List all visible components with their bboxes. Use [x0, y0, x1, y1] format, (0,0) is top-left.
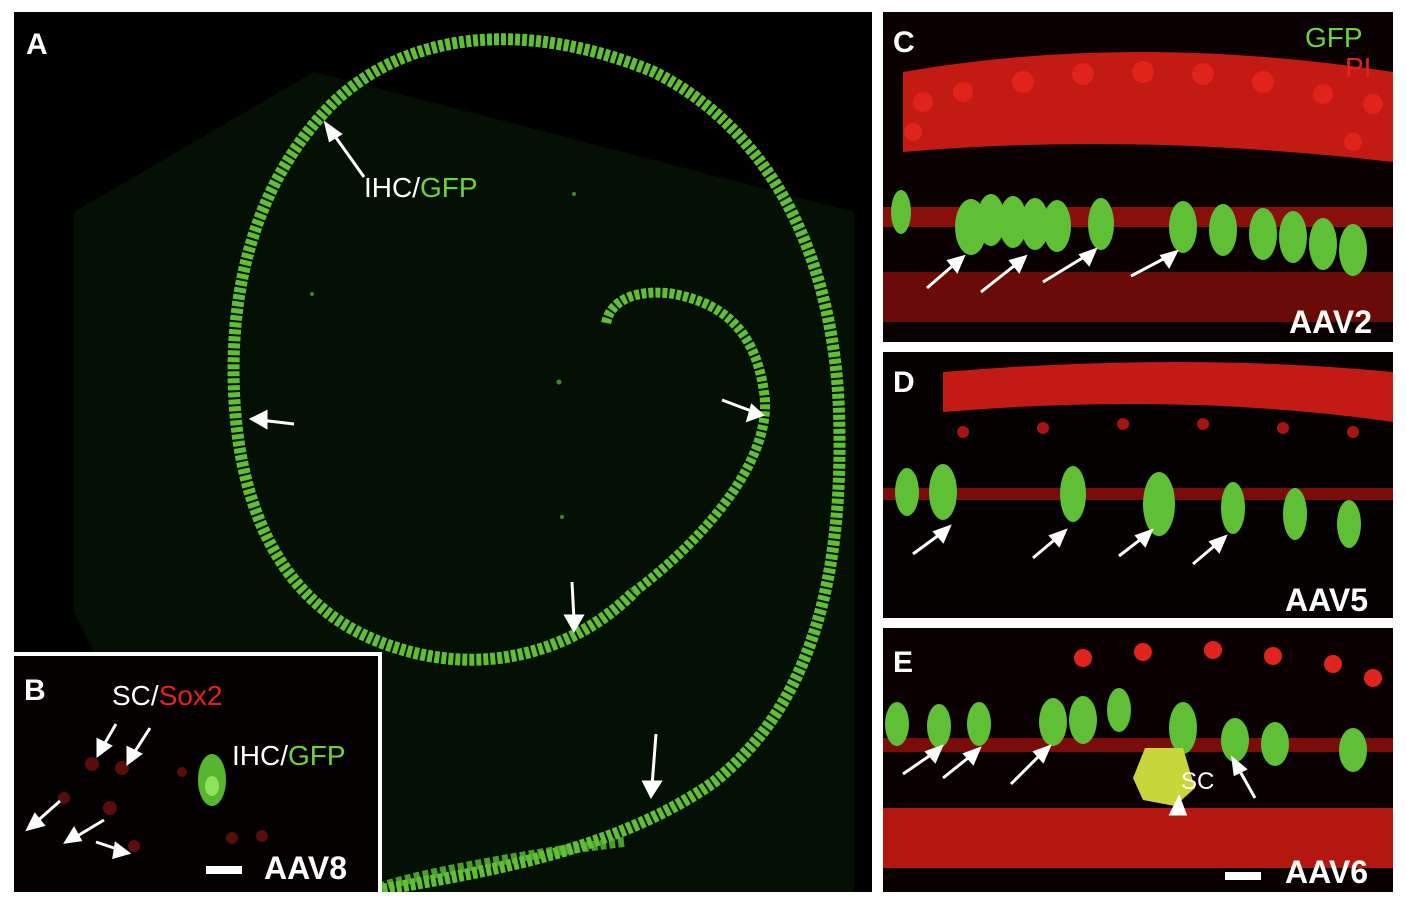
panel-label: B [24, 674, 46, 707]
arrow-icons [902, 744, 1257, 816]
aav2-image [883, 12, 1393, 342]
panel-label: C [893, 26, 915, 59]
sc-label: SC [1181, 768, 1215, 795]
arrow-icons [248, 120, 765, 800]
panel-a: A IHC/GFP [14, 12, 872, 892]
inner-turn [601, 287, 771, 596]
panel-e: E SC AAV6 [883, 628, 1393, 892]
legend-gfp: GFP [1305, 22, 1363, 53]
panel-c: C GFP PI AAV2 [883, 12, 1393, 342]
vector-label: AAV5 [1285, 582, 1368, 618]
supporting-cell [1133, 748, 1195, 806]
outer-turn [227, 33, 846, 892]
aav5-image [883, 352, 1393, 618]
arrow-icons [926, 247, 1179, 294]
panel-label: D [893, 366, 915, 399]
panel-b: B SC/Sox2 IHC/GFP AAV8 [14, 652, 382, 892]
vector-label: AAV8 [264, 850, 347, 886]
scale-bar [1225, 872, 1261, 880]
panel-d: D AAV5 [883, 352, 1393, 618]
aav6-image [883, 628, 1393, 892]
scale-bar [206, 866, 242, 874]
vector-label: AAV2 [1289, 304, 1372, 340]
panel-label: E [893, 646, 914, 679]
ihc-gfp-annotation: IHC/GFP [364, 172, 478, 203]
arrow-icons [912, 524, 1228, 566]
ihc-gfp-annotation: IHC/GFP [232, 740, 346, 771]
legend-pi: PI [1345, 52, 1372, 83]
sc-sox2-annotation: SC/Sox2 [112, 680, 223, 711]
vector-label: AAV6 [1285, 854, 1368, 890]
panel-label: A [26, 28, 48, 61]
arrow-icons [25, 723, 152, 860]
inset-image [14, 656, 378, 892]
